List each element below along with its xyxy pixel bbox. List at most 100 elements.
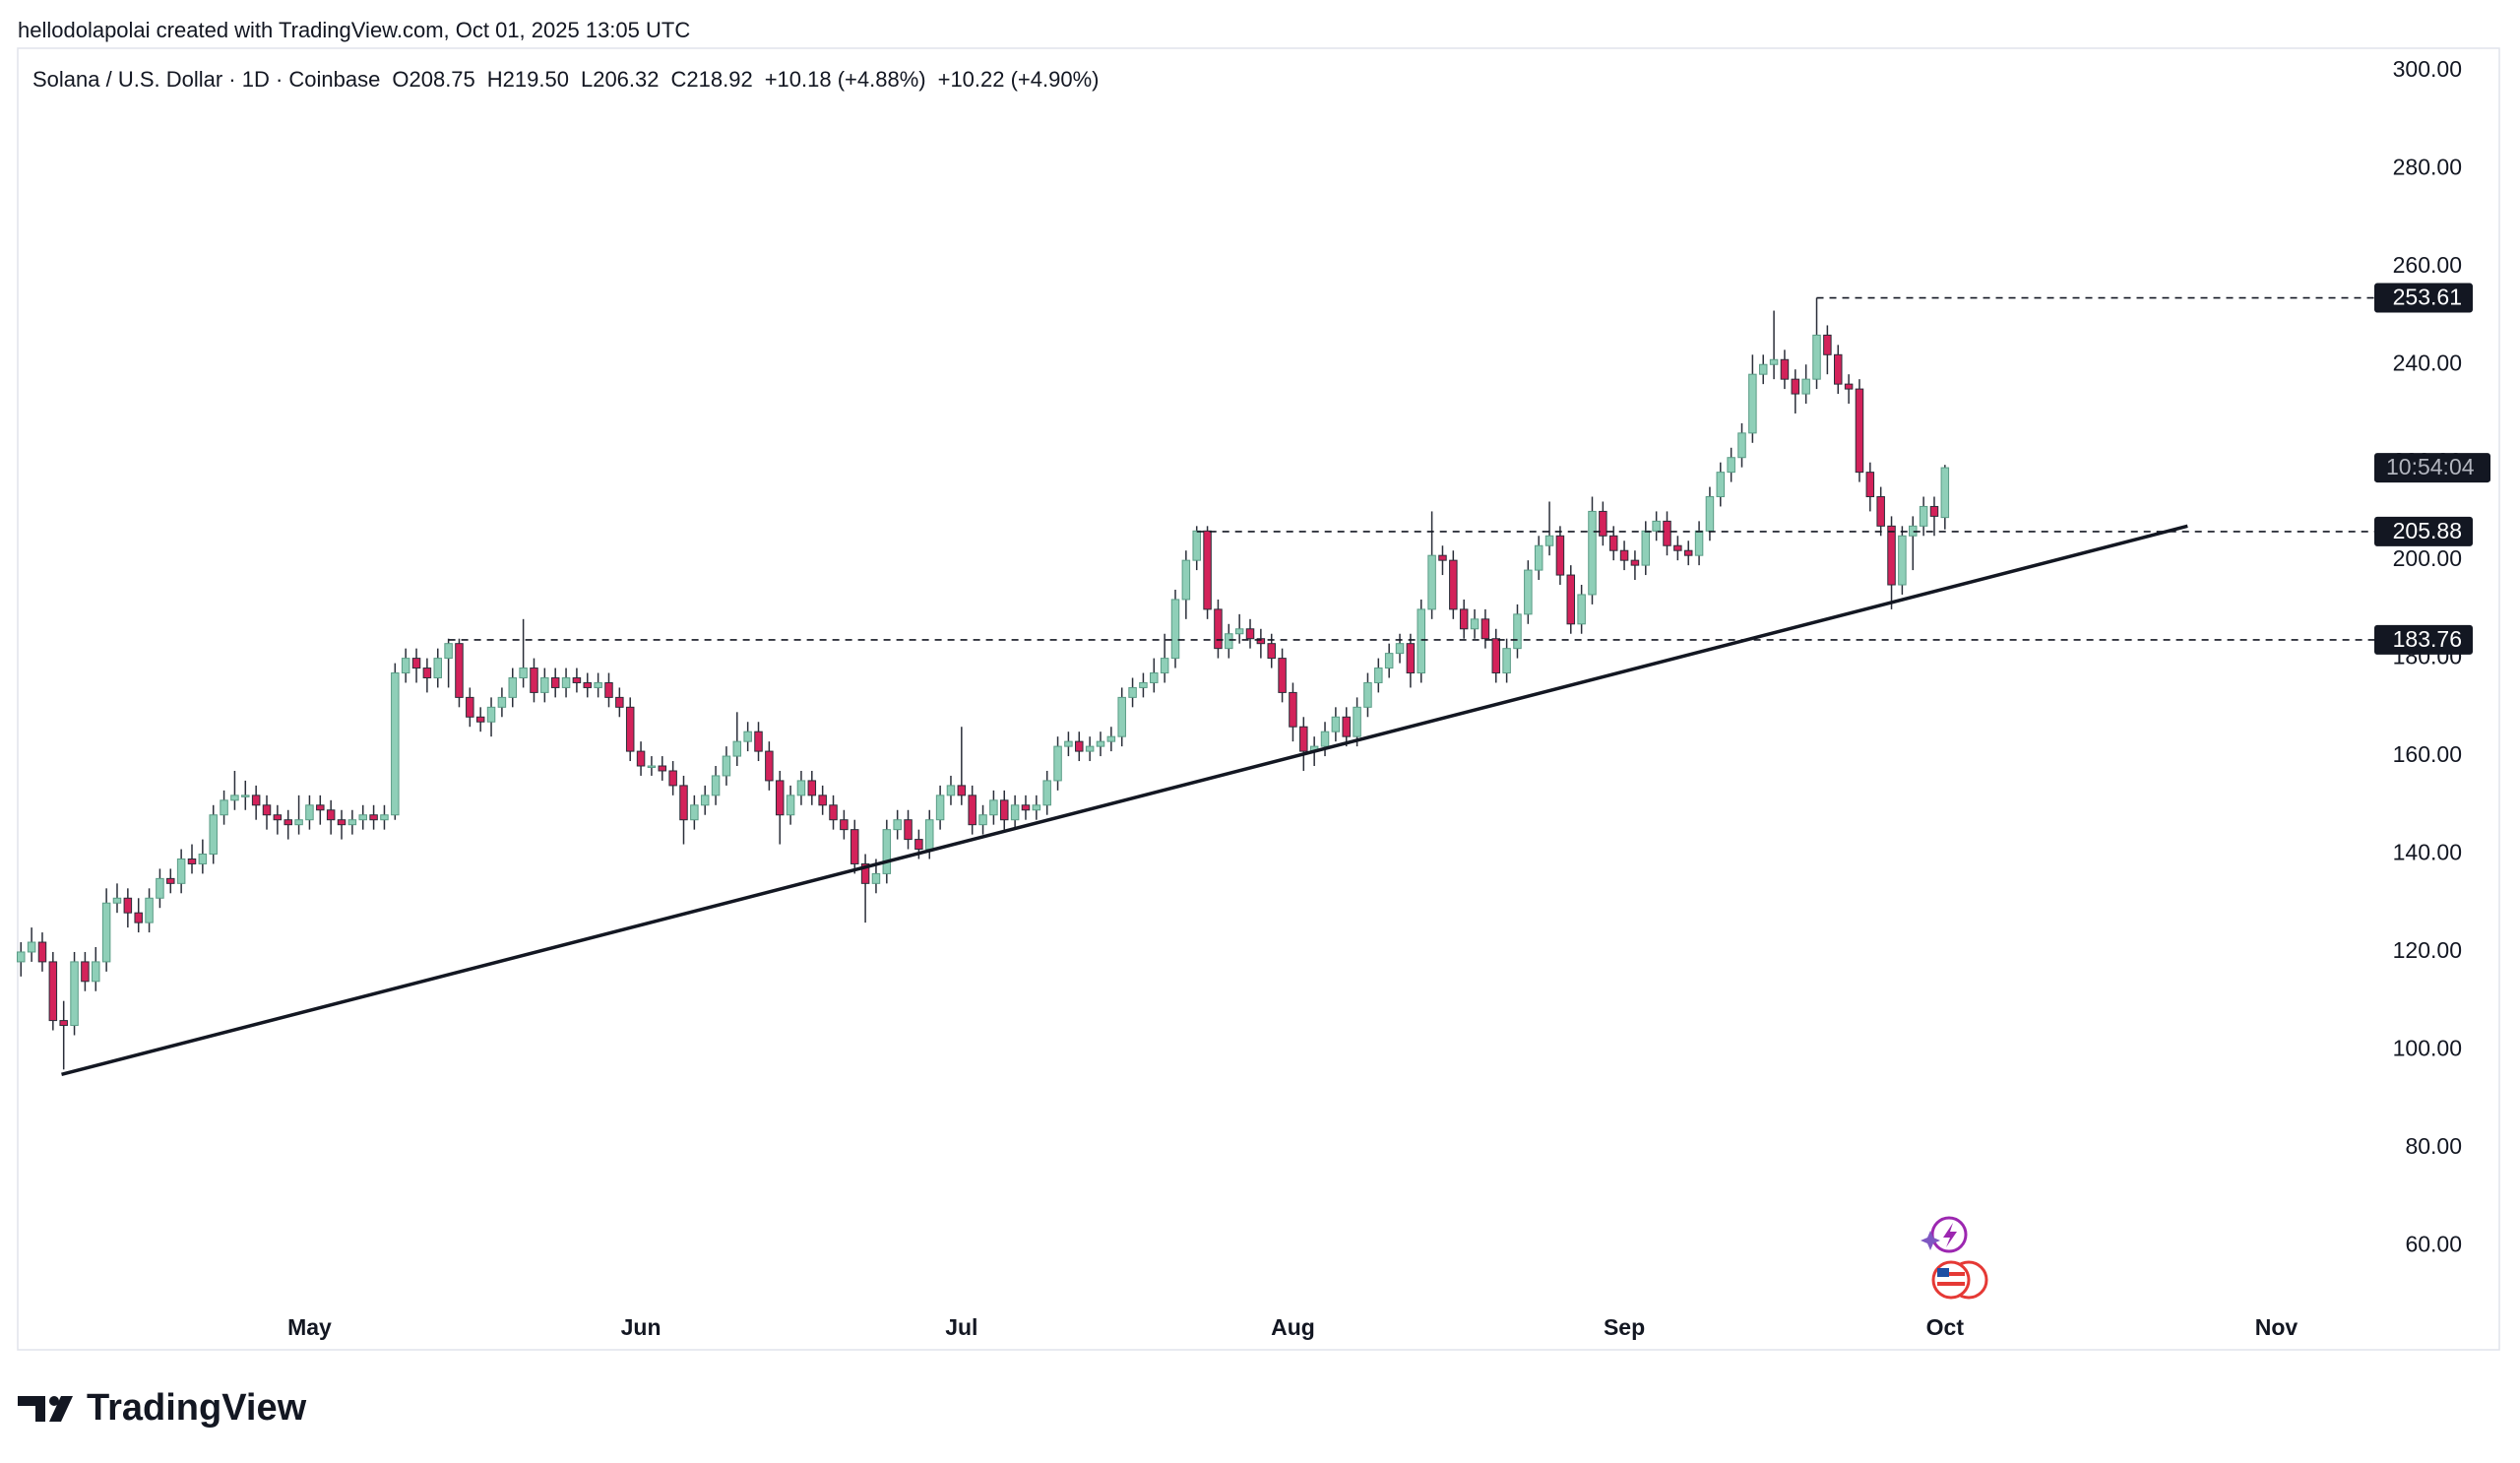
- candle-body: [1320, 731, 1330, 747]
- level-label-box: [2374, 283, 2473, 313]
- candle-body: [1160, 658, 1169, 674]
- legend-value: C218.92: [671, 67, 753, 92]
- candle-body: [326, 809, 336, 821]
- y-tick-label: 300.00: [2393, 56, 2462, 82]
- candle-body: [380, 814, 389, 821]
- candle-body: [722, 755, 731, 777]
- candle-body: [893, 819, 902, 831]
- candle-body: [658, 765, 667, 772]
- candle-body: [914, 839, 923, 851]
- candle-body: [1705, 496, 1715, 532]
- candle-body: [550, 676, 560, 688]
- logo-mark: [49, 1396, 59, 1406]
- candle-body: [978, 814, 987, 826]
- candle-body: [1256, 638, 1266, 645]
- candle-body: [112, 897, 122, 904]
- candle-body: [1491, 638, 1501, 674]
- candle-body: [1791, 378, 1800, 395]
- event-icon: [1937, 1272, 1965, 1276]
- legend: Solana / U.S. Dollar · 1D · Coinbase O208…: [32, 67, 1100, 92]
- candle-body: [1417, 608, 1425, 674]
- candle-body: [166, 877, 175, 884]
- candle-body: [486, 706, 496, 723]
- candle-body: [572, 676, 582, 683]
- y-tick-label: 280.00: [2393, 154, 2462, 179]
- candle-body: [1833, 353, 1843, 385]
- event-icon: [1937, 1282, 1965, 1286]
- candle-body: [1544, 535, 1554, 546]
- candle-body: [968, 795, 976, 826]
- candle-body: [1769, 358, 1779, 365]
- candle-body: [1727, 457, 1735, 474]
- candle-body: [1117, 696, 1126, 737]
- candle-body: [1758, 363, 1768, 375]
- candle-body: [1289, 691, 1297, 728]
- candle-body: [391, 672, 400, 816]
- candle-body: [1053, 745, 1062, 782]
- y-tick-label: 200.00: [2393, 545, 2462, 571]
- y-tick-label: 80.00: [2405, 1133, 2462, 1159]
- candle-body: [946, 785, 956, 796]
- candle-body: [871, 872, 881, 884]
- candle-body: [904, 819, 913, 841]
- candle-body: [1245, 628, 1255, 640]
- candle-body: [1064, 740, 1073, 747]
- candle-body: [604, 681, 613, 698]
- candle-body: [1599, 510, 1607, 537]
- candle-body: [924, 819, 934, 851]
- event-icon: [1921, 1231, 1940, 1250]
- candle-body: [1630, 559, 1640, 566]
- candle-body: [1502, 648, 1511, 674]
- candle-body: [220, 799, 228, 816]
- candle-body: [765, 750, 774, 782]
- candle-body: [1865, 472, 1875, 498]
- x-tick-label: Oct: [1926, 1314, 1965, 1340]
- candle-body: [251, 795, 261, 806]
- candle-body: [241, 795, 250, 797]
- candle-body: [1566, 574, 1576, 625]
- candle-body: [1919, 505, 1928, 527]
- level-label: 183.76: [2393, 626, 2462, 652]
- y-tick-label: 100.00: [2393, 1035, 2462, 1060]
- candle-body: [1608, 535, 1618, 551]
- candle-body: [1555, 535, 1565, 576]
- candle-body: [1085, 745, 1095, 752]
- candle-body: [401, 658, 410, 674]
- event-icons: [1921, 1216, 1988, 1300]
- y-tick-label: 260.00: [2393, 252, 2462, 278]
- y-tick-label: 60.00: [2405, 1231, 2462, 1256]
- candle-body: [1225, 633, 1233, 650]
- candle-body: [1203, 530, 1212, 610]
- candle-body: [59, 1020, 68, 1027]
- legend-value: +10.22 (+4.90%): [938, 67, 1100, 92]
- candle-body: [594, 681, 602, 688]
- candle-body: [1619, 549, 1629, 561]
- candle-body: [1673, 544, 1682, 551]
- candle-body: [1459, 608, 1469, 630]
- candle-body: [732, 740, 742, 757]
- candle-body: [786, 795, 795, 816]
- candle-body: [284, 819, 292, 826]
- candle-body: [1577, 594, 1586, 625]
- candle-body: [1801, 378, 1810, 395]
- candle-body: [540, 676, 549, 693]
- candle-body: [17, 951, 26, 963]
- legend-value: +10.18 (+4.88%): [765, 67, 926, 92]
- candle-body: [1042, 780, 1051, 806]
- candle-body: [37, 941, 47, 963]
- level-label-box: [2374, 624, 2473, 655]
- candle-body: [1384, 653, 1394, 669]
- candle-body: [1683, 549, 1693, 556]
- candle-body: [1128, 686, 1137, 698]
- candle-body: [1139, 681, 1148, 688]
- candle-body: [807, 780, 817, 796]
- candle-body: [775, 780, 785, 816]
- candle-body: [1855, 388, 1864, 474]
- candle-body: [508, 676, 518, 698]
- candle-body: [829, 804, 838, 821]
- candle-body: [561, 676, 571, 688]
- candle-body: [1438, 554, 1447, 561]
- candle-body: [1716, 472, 1726, 498]
- x-tick-label: May: [287, 1314, 332, 1340]
- candle-body: [679, 785, 688, 821]
